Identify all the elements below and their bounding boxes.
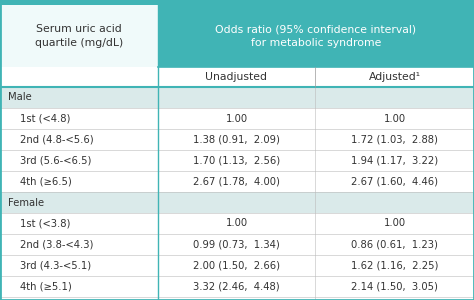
- Text: 1st (<3.8): 1st (<3.8): [20, 218, 70, 229]
- Text: 4th (≥5.1): 4th (≥5.1): [20, 281, 72, 292]
- Text: 3.32 (2.46,  4.48): 3.32 (2.46, 4.48): [193, 281, 280, 292]
- Text: 1.38 (0.91,  2.09): 1.38 (0.91, 2.09): [193, 134, 280, 145]
- Text: Unadjusted: Unadjusted: [206, 72, 267, 82]
- Text: 1.72 (1.03,  2.88): 1.72 (1.03, 2.88): [351, 134, 438, 145]
- Text: 1.00: 1.00: [226, 218, 247, 229]
- Bar: [0, 108, 474, 129]
- Bar: [0, 276, 474, 297]
- Text: 1.70 (1.13,  2.56): 1.70 (1.13, 2.56): [193, 155, 280, 166]
- Bar: [0, 213, 474, 234]
- Text: 2.00 (1.50,  2.66): 2.00 (1.50, 2.66): [193, 260, 280, 271]
- Bar: [0, 150, 474, 171]
- Text: 1.00: 1.00: [226, 113, 247, 124]
- Text: 0.99 (0.73,  1.34): 0.99 (0.73, 1.34): [193, 239, 280, 250]
- Text: 1st (<4.8): 1st (<4.8): [20, 113, 70, 124]
- Text: 2.14 (1.50,  3.05): 2.14 (1.50, 3.05): [351, 281, 438, 292]
- Bar: [0, 67, 474, 87]
- Text: 2nd (4.8-<5.6): 2nd (4.8-<5.6): [20, 134, 94, 145]
- Bar: [0, 192, 474, 213]
- Bar: [158, 5, 474, 67]
- Text: 1.00: 1.00: [383, 113, 406, 124]
- Text: 3rd (4.3-<5.1): 3rd (4.3-<5.1): [20, 260, 91, 271]
- Bar: [0, 234, 474, 255]
- Text: 1.94 (1.17,  3.22): 1.94 (1.17, 3.22): [351, 155, 438, 166]
- Text: 3rd (5.6-<6.5): 3rd (5.6-<6.5): [20, 155, 91, 166]
- Text: 4th (≥6.5): 4th (≥6.5): [20, 176, 72, 187]
- Text: Female: Female: [8, 197, 44, 208]
- Text: Odds ratio (95% confidence interval)
for metabolic syndrome: Odds ratio (95% confidence interval) for…: [216, 24, 417, 48]
- Text: Male: Male: [8, 92, 32, 103]
- Text: 0.86 (0.61,  1.23): 0.86 (0.61, 1.23): [351, 239, 438, 250]
- Bar: [0, 171, 474, 192]
- Text: 1.00: 1.00: [383, 218, 406, 229]
- Text: 2.67 (1.78,  4.00): 2.67 (1.78, 4.00): [193, 176, 280, 187]
- Text: 1.62 (1.16,  2.25): 1.62 (1.16, 2.25): [351, 260, 438, 271]
- Bar: [0, 87, 474, 108]
- Text: Serum uric acid
quartile (mg/dL): Serum uric acid quartile (mg/dL): [35, 24, 123, 48]
- Bar: [0, 0, 474, 5]
- Bar: [0, 255, 474, 276]
- Bar: [0, 129, 474, 150]
- Text: 2.67 (1.60,  4.46): 2.67 (1.60, 4.46): [351, 176, 438, 187]
- Bar: [0, 5, 158, 67]
- Text: Adjusted¹: Adjusted¹: [368, 72, 420, 82]
- Text: 2nd (3.8-<4.3): 2nd (3.8-<4.3): [20, 239, 93, 250]
